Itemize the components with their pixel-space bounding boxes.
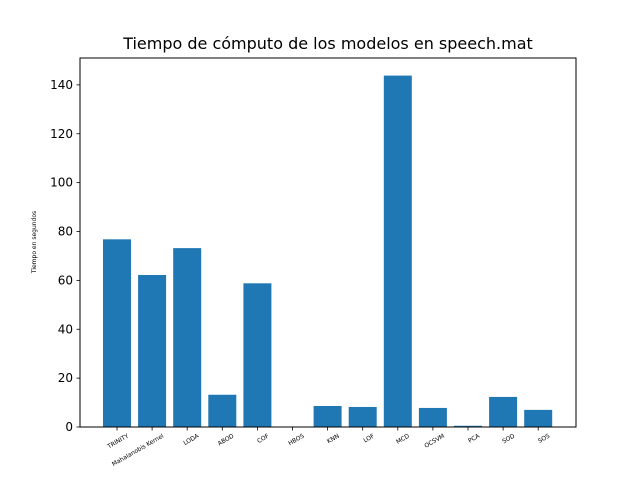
y-tick-label: 40 — [58, 322, 73, 336]
x-tick-label: LOF — [362, 432, 376, 444]
bar-abod — [208, 394, 237, 427]
bars-group — [103, 75, 553, 427]
plot-frame — [79, 57, 577, 428]
y-tick-label: 20 — [58, 371, 73, 385]
bar-mcd — [383, 75, 412, 427]
bar-sos — [524, 409, 553, 427]
bar-cof — [243, 283, 272, 427]
bar-lof — [348, 406, 377, 427]
y-tick-label: 0 — [65, 420, 73, 434]
y-tick-label: 80 — [58, 225, 73, 239]
bar-knn — [313, 405, 342, 427]
bar-ocsvm — [418, 407, 447, 427]
bar-mahalanobis-kernel — [138, 275, 167, 427]
bar-sod — [489, 396, 518, 427]
y-tick-label: 140 — [50, 78, 73, 92]
bar-loda — [173, 248, 202, 427]
chart-title: Tiempo de cómputo de los modelos en spee… — [122, 34, 533, 53]
y-axis-label: Tiempo en segundos — [31, 211, 38, 274]
y-tick-label: 60 — [58, 273, 73, 287]
bar-trinity — [103, 239, 131, 427]
y-axis: 0 20 40 60 80 100 120 140 — [50, 78, 80, 434]
y-tick-label: 100 — [50, 176, 73, 190]
bar-pca — [454, 425, 482, 427]
y-tick-label: 120 — [50, 127, 73, 141]
